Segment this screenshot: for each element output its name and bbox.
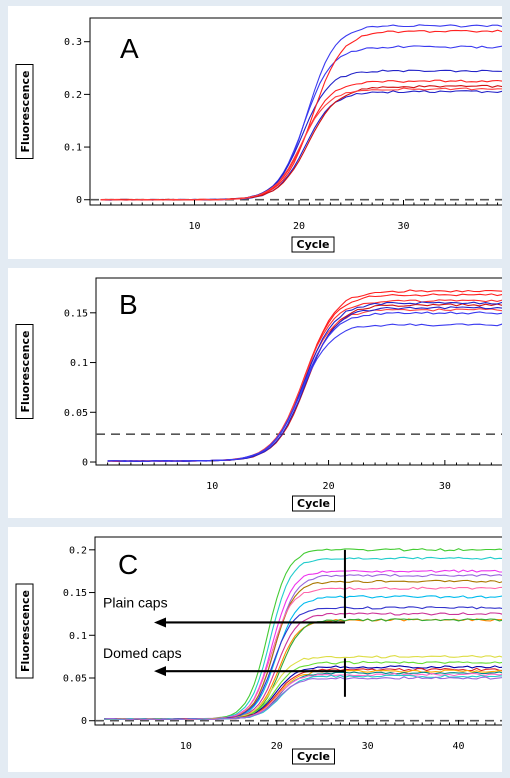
chart-b-y-tick-label: 0.1 — [70, 358, 88, 369]
chart-c-x-tick-label: 20 — [271, 741, 283, 752]
chart-c-y-tick-label: 0.2 — [69, 545, 87, 556]
chart-b-y-axis-title-group: Fluorescence — [15, 324, 34, 419]
chart-a-panel-label: A — [120, 33, 139, 64]
chart-b-y-axis-title: Fluorescence — [19, 331, 32, 413]
chart-c-annotation-arrow-head — [154, 666, 166, 677]
chart-a-y-axis-title-box — [15, 64, 34, 159]
chart-c-annotation-arrow-head — [154, 617, 166, 628]
chart-b-series-line — [107, 323, 502, 462]
chart-a-y-axis-title: Fluorescence — [19, 71, 32, 153]
chart-c-y-axis-title-box — [15, 583, 34, 679]
chart-c-x-axis-title-box — [292, 748, 335, 765]
chart-b-y-axis-title-box — [15, 324, 34, 419]
chart-b-y-tick-label: 0.05 — [64, 408, 88, 419]
chart-c-x-tick-label: 10 — [180, 741, 192, 752]
chart-b-plot-frame — [95, 277, 502, 466]
chart-c-x-axis-title: Cycle — [297, 750, 330, 763]
chart-c-x-tick-label: 30 — [362, 741, 374, 752]
chart-c-y-tick-label: 0.1 — [69, 631, 87, 642]
chart-a-y-tick-label: 0 — [76, 195, 82, 206]
chart-c-annotation-label: Domed caps — [103, 645, 182, 661]
chart-b-x-axis-title-box — [292, 495, 335, 512]
chart-a-x-tick-label: 10 — [188, 221, 200, 232]
chart-c-y-axis-title: Fluorescence — [19, 590, 32, 672]
chart-panel-b: 10 20 30 0 0.05 0.1 0.15 B Fluorescence Cycle — [8, 268, 502, 518]
chart-b-y-tick-label: 0.15 — [64, 308, 88, 319]
chart-c-x-tick-label: 40 — [453, 741, 465, 752]
chart-b-y-tick-label: 0 — [82, 458, 88, 469]
chart-b-svg: 10 20 30 0 0.05 0.1 0.15 B Fluorescence Cycle — [15, 277, 502, 512]
chart-panel-c: 10 20 30 40 0 0.05 0.1 0.15 0.2 C Fluorescence Cycl… — [8, 527, 502, 772]
chart-a-x-tick-label: 30 — [397, 221, 409, 232]
chart-a-x-axis-title-box — [291, 236, 335, 253]
chart-a-x-axis-title: Cycle — [297, 238, 330, 251]
chart-c-y-axis-title-group: Fluorescence — [15, 583, 34, 679]
chart-a-plot-frame — [89, 17, 502, 206]
chart-c-y-tick-label: 0.05 — [63, 674, 87, 685]
chart-b-panel-label: B — [119, 289, 138, 320]
chart-c-y-tick-label: 0.15 — [63, 588, 87, 599]
chart-a-y-tick-label: 0.1 — [64, 143, 82, 154]
chart-b-x-tick-label: 30 — [439, 481, 451, 492]
chart-c-svg: 10 20 30 40 0 0.05 0.1 0.15 0.2 C Fluorescence Cycl… — [15, 536, 502, 765]
chart-c-y-tick-label: 0 — [81, 716, 87, 727]
chart-b-x-tick-label: 10 — [206, 481, 218, 492]
chart-c-panel-label: C — [118, 549, 138, 580]
chart-b-x-tick-label: 20 — [323, 481, 335, 492]
chart-a-y-tick-label: 0.3 — [64, 37, 82, 48]
chart-c-series-line — [104, 676, 502, 720]
chart-b-x-axis-title: Cycle — [297, 497, 330, 510]
chart-c-plot-frame — [94, 536, 502, 726]
chart-a-y-tick-label: 0.2 — [64, 90, 82, 101]
chart-a-y-axis-title-group: Fluorescence — [15, 64, 34, 159]
chart-a-series-line — [100, 87, 502, 201]
chart-c-annotation-label: Plain caps — [103, 594, 168, 610]
chart-a-x-tick-label: 20 — [293, 221, 305, 232]
